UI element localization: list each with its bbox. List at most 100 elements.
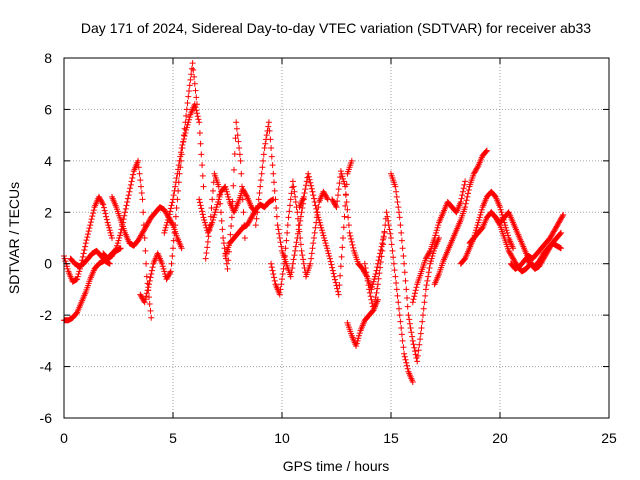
data-point: [214, 201, 221, 208]
data-point: [271, 274, 277, 281]
data-point: [208, 205, 215, 211]
data-point: [141, 235, 148, 241]
data-point: [462, 204, 469, 211]
data-point: [207, 222, 214, 229]
data-point: [170, 245, 176, 252]
data-point: [268, 153, 275, 160]
data-point: [417, 330, 424, 337]
data-point: [111, 247, 118, 254]
data-point: [128, 178, 135, 185]
data-point: [268, 264, 275, 271]
data-point: [187, 76, 194, 83]
data-point: [329, 267, 336, 274]
data-point: [426, 249, 433, 256]
data-point: [206, 227, 213, 234]
data-point: [173, 205, 180, 211]
data-point: [333, 204, 340, 211]
data-point: [348, 238, 355, 245]
data-point: [426, 265, 433, 271]
x-tick-label: 15: [383, 430, 399, 446]
data-point: [366, 289, 373, 296]
data-point: [311, 235, 317, 241]
data-point: [332, 276, 338, 283]
data-point: [431, 235, 438, 241]
data-point: [282, 245, 289, 252]
data-point: [323, 242, 330, 249]
data-point: [557, 230, 564, 237]
data-point: [231, 166, 237, 173]
data-point: [334, 198, 341, 205]
data-point: [196, 196, 203, 203]
data-point: [139, 295, 146, 302]
data-point: [555, 219, 562, 226]
data-point: [146, 294, 152, 301]
data-point: [332, 279, 339, 286]
data-point: [367, 293, 374, 300]
data-point: [121, 212, 128, 219]
data-point: [385, 222, 392, 229]
data-point: [286, 208, 293, 215]
data-point: [509, 254, 516, 261]
data-point: [409, 299, 416, 306]
data-point: [390, 260, 397, 267]
x-tick-label: 20: [492, 430, 508, 446]
data-point: [143, 260, 150, 267]
data-point: [138, 294, 145, 301]
data-point: [303, 182, 309, 189]
data-point: [109, 235, 115, 241]
data-point: [262, 140, 269, 147]
data-point: [219, 226, 226, 233]
data-point: [461, 181, 468, 188]
y-tick-label: 4: [44, 153, 52, 169]
data-point: [346, 229, 353, 236]
data-point: [142, 224, 149, 231]
data-point: [205, 233, 212, 240]
data-point: [172, 183, 179, 190]
data-point: [87, 219, 94, 226]
data-point: [463, 197, 470, 204]
data-point: [383, 209, 390, 216]
data-point: [275, 226, 282, 233]
data-point: [410, 296, 417, 303]
data-point: [307, 260, 314, 267]
data-point: [143, 273, 150, 280]
data-point: [309, 188, 316, 195]
data-point: [403, 286, 410, 293]
data-point: [412, 348, 418, 355]
data-point: [507, 250, 514, 257]
data-point: [340, 178, 347, 185]
data-point: [400, 344, 407, 351]
data-point: [240, 209, 247, 216]
data-point: [102, 210, 109, 217]
data-point: [429, 253, 436, 259]
data-point: [164, 217, 171, 223]
data-point: [288, 269, 295, 276]
data-point: [385, 217, 392, 224]
data-point: [408, 329, 415, 336]
data-point: [109, 251, 116, 258]
data-point: [284, 222, 291, 229]
data-point: [321, 235, 328, 241]
data-point: [253, 215, 260, 222]
data-point: [306, 176, 313, 183]
data-point: [305, 170, 312, 177]
data-point: [355, 335, 362, 342]
data-point: [199, 162, 206, 169]
data-point: [283, 237, 290, 244]
data-point: [169, 220, 176, 227]
data-point: [300, 256, 307, 263]
data-point: [287, 273, 294, 280]
data-point: [273, 205, 280, 211]
data-point: [263, 132, 270, 139]
data-point: [411, 344, 418, 351]
data-point: [400, 253, 407, 259]
data-point: [300, 260, 307, 267]
data-point: [235, 138, 242, 145]
data-point: [325, 250, 332, 257]
data-point: [198, 205, 205, 212]
data-point: [290, 183, 297, 190]
data-point: [99, 200, 106, 207]
data-point: [223, 260, 230, 267]
data-point: [393, 188, 400, 195]
y-tick-label: -2: [40, 307, 53, 323]
